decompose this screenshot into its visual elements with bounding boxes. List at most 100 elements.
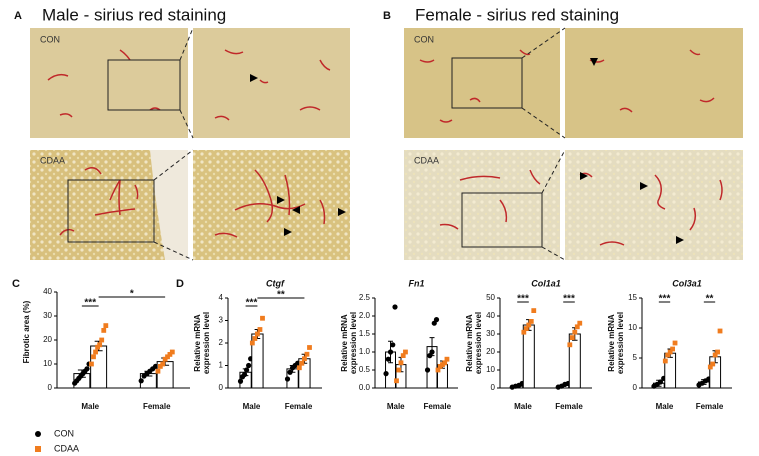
chart-title: Fn1 <box>408 278 424 288</box>
y-tick-label: 0.0 <box>359 383 371 392</box>
data-point <box>299 360 305 366</box>
data-point <box>710 361 716 367</box>
panel-label: D <box>176 278 184 290</box>
data-point <box>99 337 105 343</box>
chart-title: Col3a1 <box>672 278 702 288</box>
data-point <box>429 349 435 355</box>
x-tick-label: Female <box>285 402 313 411</box>
data-point <box>670 346 675 352</box>
y-axis-label-line: expression level <box>616 312 625 374</box>
image-label: CDAA <box>40 155 65 165</box>
data-point <box>302 356 307 362</box>
data-point <box>403 349 408 355</box>
data-point <box>91 354 96 360</box>
y-tick-label: 0.5 <box>359 365 371 374</box>
y-axis-label: Relative mRNAexpression level <box>607 312 625 374</box>
data-point <box>260 315 265 321</box>
bar <box>90 345 108 389</box>
data-point <box>101 328 107 333</box>
y-tick-label: 5 <box>633 353 638 362</box>
data-point <box>387 349 394 355</box>
y-tick-label: 40 <box>486 311 495 320</box>
x-tick-label: Female <box>696 402 724 411</box>
significance-label: *** <box>84 298 96 309</box>
image-label: CON <box>414 34 434 44</box>
significance-label: *** <box>517 294 529 305</box>
data-point <box>97 342 103 348</box>
data-point <box>526 322 532 328</box>
x-tick-label: Female <box>423 402 451 411</box>
significance-label: *** <box>246 298 258 309</box>
data-point <box>577 320 583 326</box>
y-axis-label: Relative mRNAexpression level <box>465 312 483 374</box>
y-tick-label: 0 <box>48 383 53 392</box>
image-label: CDAA <box>414 155 439 165</box>
y-axis-label-line: Relative mRNA <box>193 314 202 372</box>
data-point <box>385 356 391 362</box>
legend-label: CDAA <box>54 443 79 453</box>
y-tick-label: 0 <box>491 383 496 392</box>
y-tick-label: 10 <box>628 323 637 332</box>
data-point <box>249 340 255 346</box>
data-point <box>390 342 396 348</box>
data-point <box>287 369 293 375</box>
y-tick-label: 20 <box>486 347 495 356</box>
y-axis-label-line: expression level <box>202 312 211 374</box>
data-point <box>662 358 668 364</box>
data-point <box>442 360 448 366</box>
data-point <box>435 367 441 373</box>
data-point <box>707 364 713 370</box>
data-point <box>424 367 431 373</box>
data-point <box>252 336 258 341</box>
bar <box>568 333 581 389</box>
data-point <box>93 349 98 355</box>
y-tick-label: 4 <box>219 293 224 302</box>
x-tick-label: Male <box>387 402 405 411</box>
data-point <box>237 378 244 384</box>
legend-marker <box>35 431 41 437</box>
data-point <box>433 317 440 323</box>
y-tick-label: 2 <box>219 338 224 347</box>
data-point <box>667 349 673 355</box>
image-label: CON <box>40 34 60 44</box>
panel-title: Male - sirius red staining <box>42 5 226 24</box>
data-point <box>169 349 175 355</box>
data-point <box>567 342 573 348</box>
y-tick-label: 30 <box>486 329 495 338</box>
data-point <box>396 367 402 373</box>
data-point <box>717 328 723 334</box>
significance-label: ** <box>706 294 714 305</box>
y-axis-label-line: expression level <box>474 312 483 374</box>
data-point <box>715 349 720 355</box>
bar <box>664 352 677 389</box>
data-point <box>392 304 398 310</box>
data-point <box>304 351 310 357</box>
y-tick-label: 2.5 <box>359 293 371 302</box>
data-point <box>255 331 260 337</box>
y-axis-label-line: Relative mRNA <box>607 314 616 372</box>
micrograph-male-con: CON <box>30 27 350 139</box>
y-tick-label: 1.5 <box>359 329 371 338</box>
x-tick-label: Male <box>243 402 261 411</box>
significance-label: *** <box>563 294 575 305</box>
x-tick-label: Female <box>555 402 583 411</box>
data-point <box>138 378 144 384</box>
panel-label: A <box>14 10 22 22</box>
micrograph-female-cdaa: CDAA <box>404 149 743 261</box>
data-point <box>398 360 404 366</box>
significance-label: *** <box>659 294 671 305</box>
data-point <box>103 323 109 328</box>
y-axis-label-line: Relative mRNA <box>465 314 474 372</box>
data-point <box>89 361 94 367</box>
chart-title: Ctgf <box>266 278 285 288</box>
micrograph-female-con: CON <box>404 27 743 139</box>
data-point <box>84 366 90 372</box>
y-tick-label: 40 <box>43 287 52 296</box>
y-axis-label-line: Relative mRNA <box>340 314 349 372</box>
data-point <box>521 329 527 335</box>
panel-label: C <box>12 278 20 290</box>
data-point <box>569 335 575 340</box>
y-tick-label: 0 <box>219 383 224 392</box>
